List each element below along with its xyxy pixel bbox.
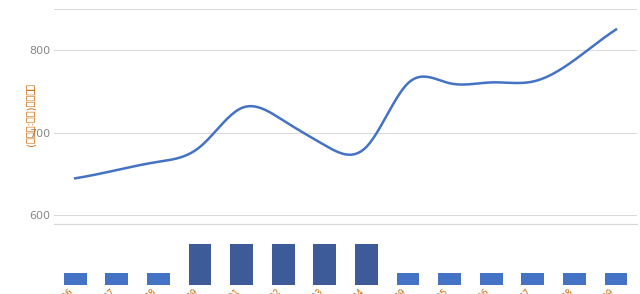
Bar <box>563 273 586 285</box>
Bar <box>64 273 86 285</box>
Bar <box>522 273 544 285</box>
Bar <box>230 244 253 285</box>
Bar <box>438 273 461 285</box>
Bar <box>355 244 378 285</box>
Bar <box>106 273 128 285</box>
Bar <box>397 273 419 285</box>
Bar <box>480 273 502 285</box>
Bar <box>189 244 211 285</box>
Bar <box>272 244 294 285</box>
Bar <box>147 273 170 285</box>
Y-axis label: 거래금액(단위:백만원): 거래금액(단위:백만원) <box>25 84 35 148</box>
Bar <box>605 273 627 285</box>
Bar <box>314 244 336 285</box>
